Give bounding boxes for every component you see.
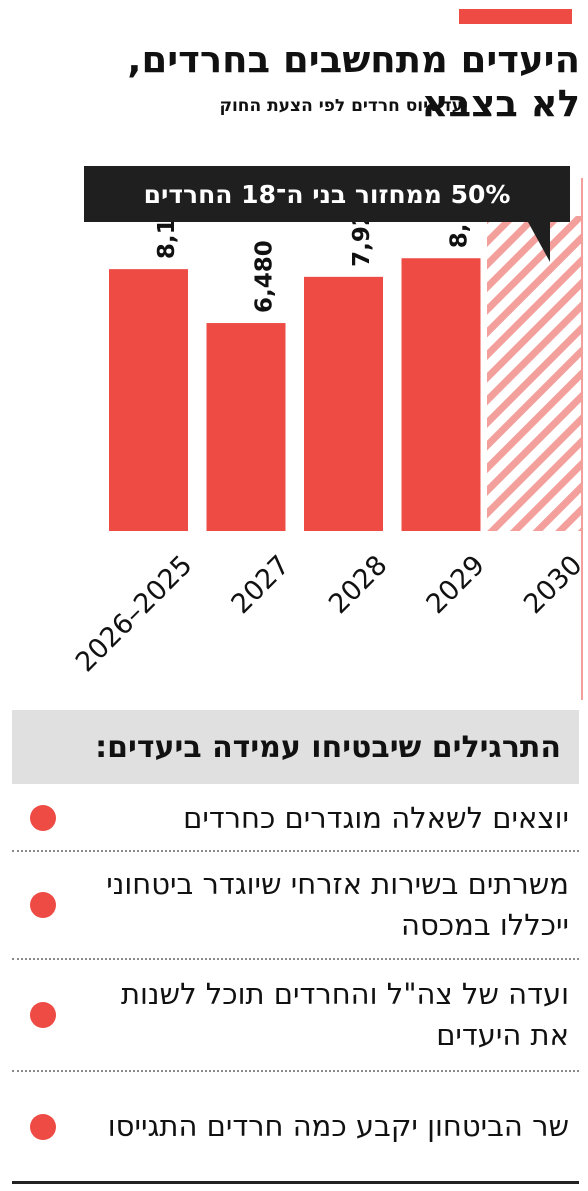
bar bbox=[401, 258, 481, 531]
list-item: שר הביטחון יקבע כמה חרדים התגייסו bbox=[12, 1072, 579, 1184]
subtitle: יעד גיוס חרדים לפי הצעת החוק bbox=[219, 96, 468, 116]
bullet-dot bbox=[30, 1113, 56, 1140]
bar bbox=[109, 269, 188, 531]
list-item: ועדה של צה"ל והחרדים תוכל לשנות את היעדי… bbox=[12, 960, 579, 1072]
list-item-text: משרתים בשירות אזרחי שיוגדר ביטחוני ייכלל… bbox=[106, 867, 569, 942]
bullet-dot bbox=[30, 1002, 56, 1028]
bar bbox=[304, 276, 383, 531]
list-item: יוצאים לשאלה מוגדרים כחרדים bbox=[12, 786, 579, 852]
x-tick-label: 2028 bbox=[323, 550, 394, 621]
accent-bar bbox=[459, 9, 572, 24]
bullet-list: יוצאים לשאלה מוגדרים כחרדים משרתים בשירו… bbox=[12, 786, 579, 1184]
x-tick-label: 2030 bbox=[518, 550, 588, 621]
section-heading: התרגילים שיבטיחו עמידה ביעדים: bbox=[12, 710, 579, 784]
list-item-text: ועדה של צה"ל והחרדים תוכל לשנות את היעדי… bbox=[120, 977, 569, 1052]
title-line-2: לא בצבא bbox=[421, 82, 580, 125]
x-tick-label: 2029 bbox=[421, 550, 492, 621]
x-tick-label: 2027 bbox=[226, 550, 297, 621]
callout-box: 50% ממחזור בני ה־18 החרדים bbox=[84, 166, 570, 222]
list-item: משרתים בשירות אזרחי שיוגדר ביטחוני ייכלל… bbox=[12, 852, 579, 960]
list-item-text: שר הביטחון יקבע כמה חרדים התגייסו bbox=[107, 1109, 569, 1143]
bullet-dot bbox=[30, 805, 56, 831]
bar bbox=[206, 323, 286, 531]
section-heading-text: התרגילים שיבטיחו עמידה ביעדים: bbox=[95, 729, 561, 765]
bar-target-hatched bbox=[487, 216, 582, 531]
data-label: 6,480 bbox=[252, 240, 278, 313]
x-tick-label: 2026–2025 bbox=[70, 550, 199, 679]
list-item-text: יוצאים לשאלה מוגדרים כחרדים bbox=[183, 800, 569, 835]
callout-text: 50% ממחזור בני ה־18 החרדים bbox=[143, 179, 511, 209]
title-line-1: היעדים מתחשבים בחרדים, bbox=[127, 38, 580, 81]
bullet-dot bbox=[30, 892, 56, 918]
